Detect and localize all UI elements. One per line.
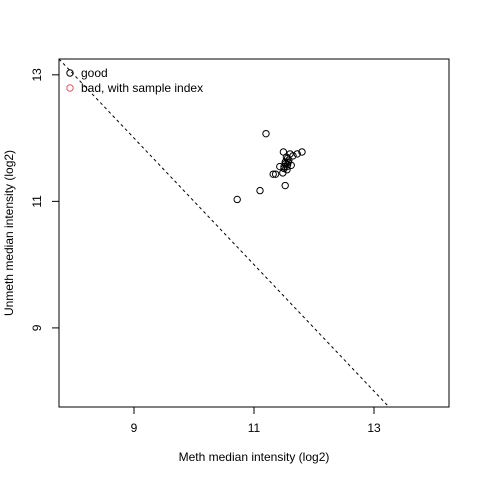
data-point [281,158,289,166]
axes-layer: 9 11 13 9 11 13 [30,68,381,435]
y-tick-label: 9 [30,324,44,331]
data-point [271,170,280,178]
legend-marker [66,84,74,92]
cutoff-line [59,59,390,407]
x-axis-label: Meth median intensity (log2) [179,450,330,464]
data-point [298,148,306,156]
data-point [283,166,291,174]
data-point [269,170,277,178]
plot-frame [58,58,450,408]
data-point [281,181,289,190]
data-point [276,162,284,171]
y-tick-label: 11 [30,195,44,208]
data-point [262,129,270,138]
data-point [233,195,241,204]
legend-label: good [81,66,108,80]
x-tick-label: 13 [367,421,381,435]
x-tick-label: 11 [248,421,261,435]
legend-marker [66,69,74,77]
data-point [287,161,295,169]
data-point [293,150,301,158]
data-point [283,154,292,163]
x-tick-label: 9 [131,421,138,435]
data-point [256,186,264,195]
points-layer [233,129,306,204]
cutoff-line-layer [59,59,390,407]
y-axis-label: Unmeth median intensity (log2) [2,150,16,316]
legend-label: bad, with sample index [81,81,203,95]
y-tick-label: 13 [30,68,44,82]
